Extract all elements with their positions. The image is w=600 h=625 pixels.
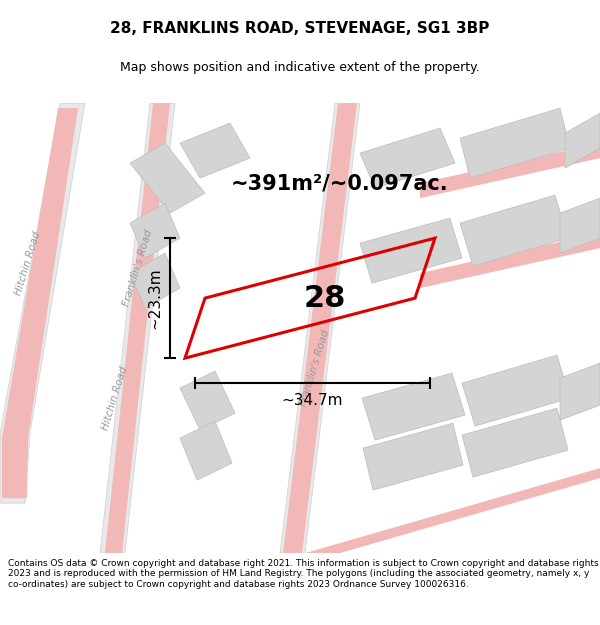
Polygon shape: [460, 108, 570, 178]
Polygon shape: [0, 103, 85, 503]
Polygon shape: [130, 203, 180, 258]
Polygon shape: [420, 143, 600, 198]
Polygon shape: [420, 233, 600, 288]
Text: ~23.3m: ~23.3m: [147, 268, 162, 329]
Polygon shape: [560, 198, 600, 253]
Text: Map shows position and indicative extent of the property.: Map shows position and indicative extent…: [120, 61, 480, 74]
Polygon shape: [362, 373, 465, 440]
Text: Hitchin Road: Hitchin Road: [13, 230, 43, 296]
Polygon shape: [565, 113, 600, 168]
Polygon shape: [360, 218, 462, 283]
Polygon shape: [180, 421, 232, 480]
Text: 28: 28: [304, 284, 346, 312]
Polygon shape: [180, 123, 250, 178]
Polygon shape: [100, 103, 175, 553]
Polygon shape: [360, 128, 455, 188]
Text: ~34.7m: ~34.7m: [282, 393, 343, 408]
Text: Franklin's Road: Franklin's Road: [299, 329, 331, 408]
Polygon shape: [2, 108, 78, 498]
Polygon shape: [560, 363, 600, 420]
Polygon shape: [280, 103, 360, 553]
Polygon shape: [130, 143, 205, 213]
Text: ~391m²/~0.097ac.: ~391m²/~0.097ac.: [231, 173, 449, 193]
Polygon shape: [462, 355, 570, 426]
Text: 28, FRANKLINS ROAD, STEVENAGE, SG1 3BP: 28, FRANKLINS ROAD, STEVENAGE, SG1 3BP: [110, 21, 490, 36]
Polygon shape: [283, 103, 357, 553]
Text: Contains OS data © Crown copyright and database right 2021. This information is : Contains OS data © Crown copyright and d…: [8, 559, 599, 589]
Polygon shape: [130, 253, 180, 308]
Polygon shape: [363, 423, 463, 490]
Polygon shape: [305, 468, 600, 563]
Polygon shape: [180, 371, 235, 430]
Polygon shape: [105, 103, 170, 553]
Polygon shape: [462, 408, 568, 477]
Polygon shape: [460, 195, 568, 266]
Text: Franklin's Road: Franklin's Road: [122, 229, 154, 308]
Text: Hitchin Road: Hitchin Road: [100, 365, 130, 431]
